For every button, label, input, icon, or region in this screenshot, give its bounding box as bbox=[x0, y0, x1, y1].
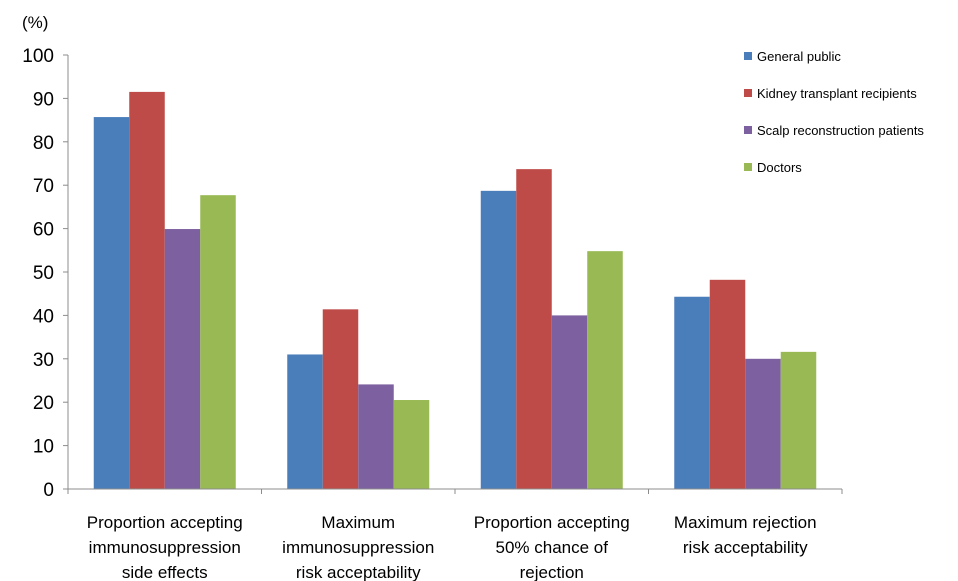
x-category-label: Maximum rejection bbox=[674, 513, 817, 532]
y-tick-label: 60 bbox=[33, 220, 54, 241]
bar bbox=[780, 351, 817, 489]
bar bbox=[480, 190, 517, 490]
y-tick-label: 80 bbox=[33, 133, 54, 154]
legend: General public Kidney transplant recipien… bbox=[744, 49, 924, 175]
bar bbox=[129, 91, 165, 489]
bar bbox=[745, 358, 781, 489]
bar bbox=[164, 229, 201, 489]
x-category-label: immunosuppression bbox=[282, 538, 434, 557]
x-category-label: Proportion accepting bbox=[87, 513, 243, 532]
y-tick-label: 30 bbox=[33, 350, 54, 371]
y-tick-label: 10 bbox=[33, 437, 54, 458]
y-tick-label: 40 bbox=[33, 306, 54, 327]
y-tick-label: 90 bbox=[33, 89, 54, 110]
y-tick-label: 70 bbox=[33, 176, 54, 197]
legend-swatch bbox=[744, 89, 752, 97]
y-axis: 0 10 20 30 40 50 60 70 80 90 100 bbox=[22, 46, 69, 501]
legend-swatch bbox=[744, 163, 752, 171]
bar bbox=[551, 315, 588, 489]
y-axis-unit-label: (%) bbox=[22, 13, 48, 32]
bar bbox=[200, 195, 236, 489]
x-category-label: risk acceptability bbox=[296, 563, 421, 581]
bar bbox=[322, 309, 359, 489]
bar bbox=[393, 400, 430, 489]
legend-label: Kidney transplant recipients bbox=[757, 86, 917, 101]
legend-label: Doctors bbox=[757, 160, 802, 175]
legend-label: Scalp reconstruction patients bbox=[757, 123, 924, 138]
x-category-label: immunosuppression bbox=[89, 538, 241, 557]
legend-label: General public bbox=[757, 49, 841, 64]
y-tick-label: 20 bbox=[33, 393, 54, 414]
bar bbox=[709, 279, 746, 489]
x-category-label: Proportion accepting bbox=[474, 513, 630, 532]
bar bbox=[587, 251, 623, 489]
legend-swatch bbox=[744, 126, 752, 134]
x-category-label: 50% chance of bbox=[496, 538, 609, 557]
x-category-label: Maximum bbox=[321, 513, 395, 532]
legend-swatch bbox=[744, 52, 752, 60]
x-category-label: rejection bbox=[520, 563, 584, 581]
x-category-label: side effects bbox=[122, 563, 208, 581]
x-category-label: risk acceptability bbox=[683, 538, 808, 557]
bar bbox=[287, 354, 323, 489]
bar bbox=[516, 169, 552, 489]
bars bbox=[93, 91, 817, 490]
bar bbox=[93, 117, 130, 489]
y-tick-label: 100 bbox=[22, 46, 54, 67]
bar bbox=[358, 384, 394, 489]
bar bbox=[674, 296, 710, 489]
x-axis: Proportion accepting immunosuppression sid… bbox=[67, 488, 843, 581]
y-tick-label: 0 bbox=[43, 480, 54, 501]
y-tick-label: 50 bbox=[33, 263, 54, 284]
